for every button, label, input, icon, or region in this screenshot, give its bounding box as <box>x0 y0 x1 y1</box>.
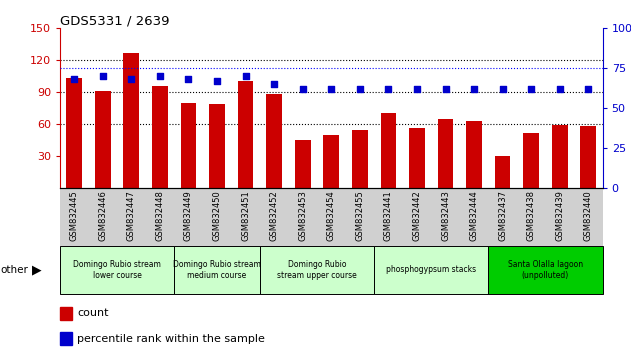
Point <box>583 86 593 92</box>
Point <box>384 86 394 92</box>
Bar <box>66 78 82 188</box>
Bar <box>324 135 339 188</box>
Bar <box>374 246 488 294</box>
Bar <box>488 246 603 294</box>
Bar <box>552 125 568 188</box>
Text: Domingo Rubio
stream upper course: Domingo Rubio stream upper course <box>277 260 357 280</box>
Point <box>555 86 565 92</box>
Bar <box>260 246 374 294</box>
Point <box>98 73 108 79</box>
Bar <box>581 126 596 188</box>
Point <box>269 81 279 87</box>
Text: count: count <box>78 308 109 318</box>
Bar <box>124 53 139 188</box>
Text: GDS5331 / 2639: GDS5331 / 2639 <box>60 14 170 27</box>
Bar <box>409 128 425 188</box>
Bar <box>60 307 72 320</box>
Point <box>126 76 136 82</box>
Bar <box>60 332 72 345</box>
Bar <box>60 246 174 294</box>
Text: phosphogypsum stacks: phosphogypsum stacks <box>386 266 476 274</box>
Point <box>526 86 536 92</box>
Point <box>498 86 508 92</box>
Bar <box>180 103 196 188</box>
Point <box>298 86 308 92</box>
Text: other: other <box>1 265 28 275</box>
Point <box>326 86 336 92</box>
Bar <box>266 94 282 188</box>
Bar <box>238 81 254 188</box>
Point <box>155 73 165 79</box>
Point <box>440 86 451 92</box>
Bar <box>174 246 260 294</box>
Point <box>184 76 194 82</box>
Point <box>212 78 222 84</box>
Bar <box>523 133 539 188</box>
Bar <box>380 113 396 188</box>
Point <box>240 73 251 79</box>
Point <box>355 86 365 92</box>
Bar <box>495 156 510 188</box>
Text: ▶: ▶ <box>32 263 41 276</box>
Bar <box>466 121 482 188</box>
Bar <box>152 86 168 188</box>
Text: Domingo Rubio stream
medium course: Domingo Rubio stream medium course <box>173 260 261 280</box>
Text: Domingo Rubio stream
lower course: Domingo Rubio stream lower course <box>73 260 161 280</box>
Bar <box>295 140 310 188</box>
Point <box>69 76 80 82</box>
Bar <box>352 130 368 188</box>
Bar <box>438 119 453 188</box>
Bar <box>95 91 110 188</box>
Text: Santa Olalla lagoon
(unpolluted): Santa Olalla lagoon (unpolluted) <box>508 260 583 280</box>
Point <box>412 86 422 92</box>
Bar <box>209 104 225 188</box>
Point <box>469 86 479 92</box>
Text: percentile rank within the sample: percentile rank within the sample <box>78 333 265 344</box>
